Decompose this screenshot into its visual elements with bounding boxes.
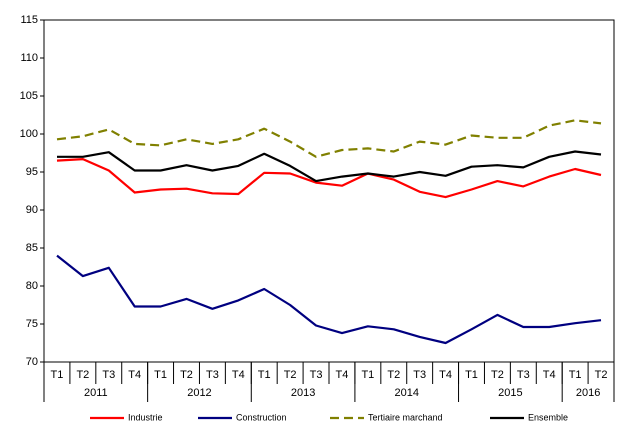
- x-tick-label: T4: [128, 369, 141, 381]
- y-tick-label: 115: [20, 14, 38, 26]
- x-tick-label: T4: [439, 369, 452, 381]
- x-tick-label: T1: [465, 369, 478, 381]
- x-year-label: 2014: [394, 387, 418, 399]
- x-tick-label: T3: [206, 369, 219, 381]
- x-year-label: 2011: [84, 387, 108, 399]
- x-tick-label: T2: [595, 369, 608, 381]
- y-tick-label: 95: [26, 166, 38, 178]
- legend-label: Tertiaire marchand: [368, 412, 443, 422]
- x-tick-label: T1: [361, 369, 374, 381]
- legend-label: Industrie: [128, 412, 163, 422]
- x-tick-label: T3: [102, 369, 115, 381]
- x-year-label: 2015: [498, 387, 522, 399]
- x-tick-label: T2: [491, 369, 504, 381]
- series-line: [56, 254, 602, 345]
- y-tick-label: 110: [20, 52, 38, 64]
- legend-label: Ensemble: [528, 412, 568, 422]
- x-tick-label: T4: [543, 369, 556, 381]
- x-tick-label: T4: [232, 369, 245, 381]
- series-line: [57, 150, 602, 183]
- x-tick-label: T1: [258, 369, 271, 381]
- y-tick-label: 105: [20, 90, 38, 102]
- y-tick-label: 80: [26, 280, 38, 292]
- x-tick-label: T1: [154, 369, 167, 381]
- series-line: [56, 158, 602, 199]
- x-tick-label: T2: [180, 369, 193, 381]
- y-tick-label: 100: [20, 128, 38, 140]
- x-tick-label: T2: [284, 369, 297, 381]
- legend-label: Construction: [236, 412, 287, 422]
- y-tick-label: 85: [26, 242, 38, 254]
- x-year-label: 2012: [187, 387, 211, 399]
- x-tick-label: T2: [387, 369, 400, 381]
- series-line: [56, 119, 602, 158]
- y-tick-label: 75: [26, 318, 38, 330]
- plot-frame: [43, 19, 615, 363]
- x-tick-label: T1: [569, 369, 582, 381]
- x-year-label: 2016: [576, 387, 600, 399]
- x-tick-label: T3: [310, 369, 323, 381]
- y-tick-label: 90: [26, 204, 38, 216]
- y-tick-label: 70: [26, 356, 38, 368]
- x-tick-label: T3: [517, 369, 530, 381]
- x-year-label: 2013: [291, 387, 315, 399]
- x-tick-label: T3: [413, 369, 426, 381]
- x-tick-label: T2: [76, 369, 89, 381]
- x-tick-label: T4: [336, 369, 349, 381]
- x-tick-label: T1: [51, 369, 64, 381]
